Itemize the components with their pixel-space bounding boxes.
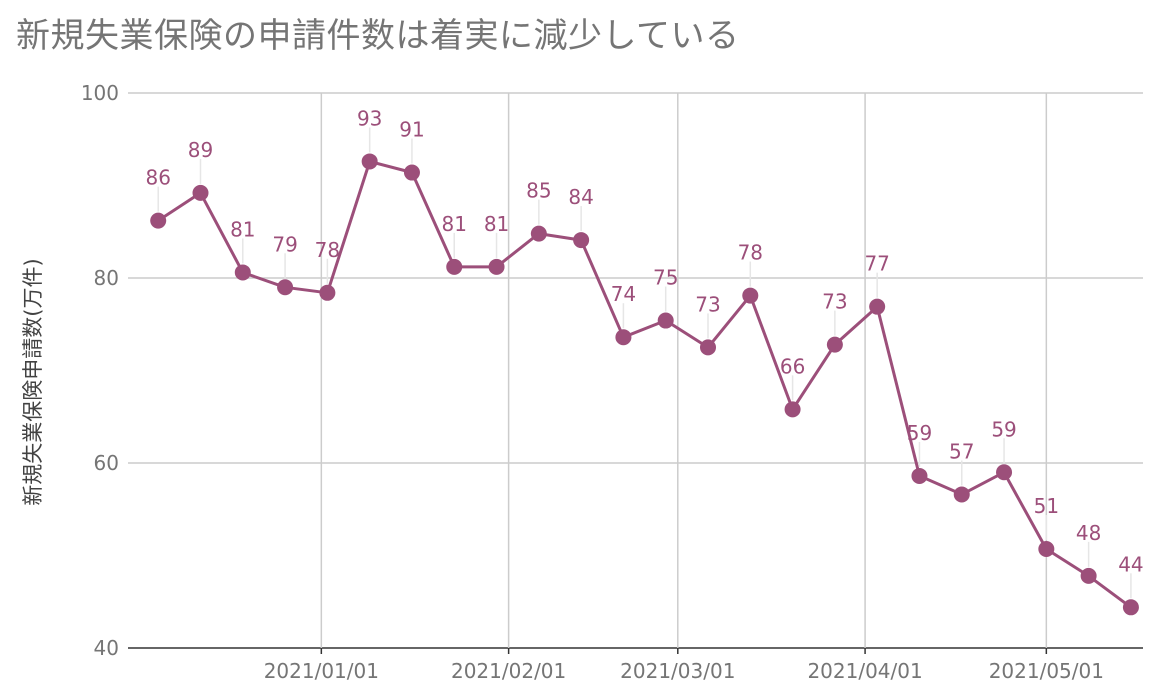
data-label: 66 [780,354,805,378]
data-label: 51 [1034,494,1059,518]
data-label: 59 [991,417,1016,441]
data-label: 81 [230,217,255,241]
data-point [573,232,590,249]
data-point [911,467,928,484]
data-label: 81 [484,212,509,236]
data-label: 48 [1076,521,1101,545]
data-point [234,264,251,281]
data-point [996,464,1013,481]
data-point [488,258,505,275]
data-label: 85 [526,179,551,203]
series-line [157,160,1132,609]
data-label: 89 [188,138,213,162]
data-label: 74 [611,282,636,306]
data-label: 79 [272,232,297,256]
data-label: 84 [568,185,593,209]
y-tick-label: 60 [94,451,119,475]
y-tick-label: 80 [94,266,119,290]
x-tick-label: 2021/04/01 [807,659,922,683]
data-point [742,287,759,304]
y-tick-label: 40 [94,636,119,660]
data-label: 77 [864,252,889,276]
data-label: 91 [399,118,424,142]
data-point [150,212,167,229]
data-point [1080,567,1097,584]
data-point [784,401,801,418]
data-point [657,312,674,329]
data-point [192,184,209,201]
y-axis-label: 新規失業保険申請数(万件) [21,258,45,505]
data-point [1038,541,1055,558]
x-tick-label: 2021/03/01 [620,659,735,683]
chart-title: 新規失業保険の申請件数は着実に減少している [16,16,740,56]
x-tick-label: 2021/05/01 [989,659,1104,683]
data-point [615,329,632,346]
data-label: 57 [949,439,974,463]
data-label: 93 [357,106,382,130]
data-point [869,298,886,315]
data-label: 78 [738,241,763,265]
data-label: 86 [145,166,170,190]
data-label: 81 [442,212,467,236]
data-label: 59 [907,421,932,445]
data-point [319,284,336,301]
data-label: 75 [653,266,678,290]
data-label: 73 [695,292,720,316]
data-point [700,339,716,356]
data-point [1122,599,1139,616]
data-point [826,336,843,353]
data-label: 73 [822,290,847,314]
data-label: 44 [1118,552,1143,576]
data-point [361,153,378,170]
y-tick-label: 100 [81,81,119,105]
data-point [446,258,463,275]
data-point [403,164,420,181]
x-tick-label: 2021/01/01 [264,659,379,683]
data-label: 78 [315,238,340,262]
x-tick-label: 2021/02/01 [451,659,566,683]
data-point [277,279,294,296]
data-point [953,486,970,503]
data-point [530,225,547,242]
